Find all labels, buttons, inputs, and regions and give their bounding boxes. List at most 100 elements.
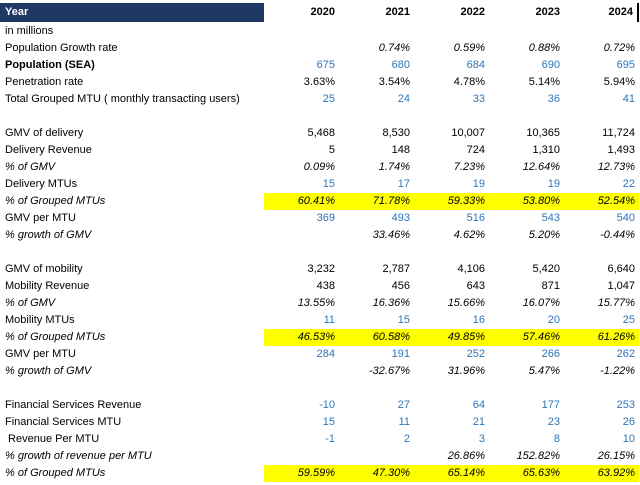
cell-value[interactable]: 543	[541, 212, 560, 224]
cell-value[interactable]: 152.82%	[516, 450, 560, 462]
cell-value[interactable]: -10	[319, 399, 335, 411]
cell-value[interactable]	[264, 227, 339, 244]
cell-value[interactable]: 8	[553, 433, 560, 445]
cell-value[interactable]: 5.47%	[528, 365, 560, 377]
row-label[interactable]: in millions	[5, 25, 54, 37]
cell-value[interactable]: 65.63%	[522, 467, 560, 479]
cell-value[interactable]: 19	[547, 178, 560, 190]
cell-value[interactable]: 369	[316, 212, 335, 224]
cell-value[interactable]: 8,530	[382, 127, 410, 139]
cell-value[interactable]	[264, 363, 339, 380]
cell-value[interactable]: 252	[466, 348, 485, 360]
year-column-2022[interactable]: 2022	[460, 6, 485, 18]
cell-value[interactable]: 36	[547, 93, 560, 105]
cell-value[interactable]	[264, 40, 339, 57]
cell-value[interactable]: 284	[316, 348, 335, 360]
row-label[interactable]: Total Grouped MTU ( monthly transacting …	[5, 93, 240, 105]
cell-value[interactable]: 27	[397, 399, 410, 411]
cell-value[interactable]: 33.46%	[372, 229, 410, 241]
cell-value[interactable]: 438	[316, 280, 335, 292]
cell-value[interactable]: 684	[466, 59, 485, 71]
cell-value[interactable]: 11	[323, 314, 335, 326]
cell-value[interactable]: 5.14%	[528, 76, 560, 88]
row-label[interactable]: % of GMV	[5, 297, 56, 309]
row-label[interactable]: Penetration rate	[5, 76, 84, 88]
cell-value[interactable]: 516	[466, 212, 485, 224]
cell-value[interactable]: 266	[541, 348, 560, 360]
cell-value[interactable]: 11	[398, 416, 410, 428]
cell-value[interactable]: 3	[478, 433, 485, 445]
cell-value[interactable]: 19	[472, 178, 485, 190]
cell-value[interactable]: 53.80%	[522, 195, 560, 207]
row-label[interactable]: % of Grouped MTUs	[5, 467, 106, 479]
cell-value[interactable]: 24	[397, 93, 410, 105]
cell-value[interactable]: 4.78%	[453, 76, 485, 88]
cell-value[interactable]: 20	[547, 314, 560, 326]
cell-value[interactable]: 13.55%	[297, 297, 335, 309]
cell-value[interactable]: 177	[541, 399, 560, 411]
cell-value[interactable]: 26.15%	[597, 450, 635, 462]
row-label[interactable]: % of Grouped MTUs	[5, 195, 106, 207]
cell-value[interactable]: 60.58%	[372, 331, 410, 343]
year-column-2023[interactable]: 2023	[535, 6, 560, 18]
cell-value[interactable]: 25	[622, 314, 635, 326]
cell-value[interactable]: -0.44%	[600, 229, 635, 241]
row-label[interactable]: GMV of delivery	[5, 127, 84, 139]
cell-value[interactable]: 15.77%	[597, 297, 635, 309]
cell-value[interactable]: 12.64%	[522, 161, 560, 173]
year-column-2024[interactable]: 2024	[564, 3, 639, 22]
cell-value[interactable]	[414, 23, 489, 40]
cell-value[interactable]: 41	[622, 93, 635, 105]
row-label[interactable]: Financial Services Revenue	[5, 399, 142, 411]
cell-value[interactable]: 0.59%	[453, 42, 485, 54]
cell-value[interactable]: 11,724	[602, 127, 635, 139]
row-label[interactable]: Mobility Revenue	[5, 280, 90, 292]
cell-value[interactable]: 191	[391, 348, 410, 360]
cell-value[interactable]: 643	[466, 280, 485, 292]
cell-value[interactable]: 16	[472, 314, 485, 326]
cell-value[interactable]: 2,787	[382, 263, 410, 275]
cell-value[interactable]	[339, 448, 414, 465]
cell-value[interactable]: 21	[472, 416, 485, 428]
cell-value[interactable]: 71.78%	[372, 195, 410, 207]
cell-value[interactable]: 1,310	[532, 144, 560, 156]
cell-value[interactable]: 57.46%	[522, 331, 560, 343]
cell-value[interactable]	[264, 23, 339, 40]
cell-value[interactable]: 3.54%	[378, 76, 410, 88]
cell-value[interactable]: 0.74%	[378, 42, 410, 54]
cell-value[interactable]: -1	[325, 433, 335, 445]
cell-value[interactable]: 871	[541, 280, 560, 292]
row-label[interactable]: % growth of revenue per MTU	[5, 450, 152, 462]
cell-value[interactable]: 3.63%	[303, 76, 335, 88]
cell-value[interactable]: 724	[466, 144, 485, 156]
cell-value[interactable]: 493	[391, 212, 410, 224]
cell-value[interactable]: 6,640	[607, 263, 635, 275]
cell-value[interactable]: 540	[616, 212, 635, 224]
row-label[interactable]: GMV of mobility	[5, 263, 83, 275]
row-label[interactable]: GMV per MTU	[5, 348, 76, 360]
cell-value[interactable]: 15	[397, 314, 410, 326]
cell-value[interactable]	[564, 23, 639, 40]
cell-value[interactable]: 3,232	[307, 263, 335, 275]
cell-value[interactable]: 64	[472, 399, 485, 411]
cell-value[interactable]: -1.22%	[600, 365, 635, 377]
cell-value[interactable]	[264, 448, 339, 465]
row-label[interactable]: % growth of GMV	[5, 229, 92, 241]
cell-value[interactable]: 65.14%	[447, 467, 485, 479]
cell-value[interactable]: 25	[322, 93, 335, 105]
cell-value[interactable]: 10	[622, 433, 635, 445]
row-label[interactable]: Delivery MTUs	[5, 178, 78, 190]
cell-value[interactable]: 262	[616, 348, 635, 360]
cell-value[interactable]: 49.85%	[447, 331, 485, 343]
row-label[interactable]: % of GMV	[5, 161, 56, 173]
row-label[interactable]: Population (SEA)	[5, 59, 95, 71]
cell-value[interactable]: 23	[547, 416, 560, 428]
cell-value[interactable]: 31.96%	[447, 365, 485, 377]
cell-value[interactable]: 59.33%	[447, 195, 485, 207]
row-label[interactable]: Population Growth rate	[5, 42, 118, 54]
cell-value[interactable]: 5,468	[307, 127, 335, 139]
row-label[interactable]: % of Grouped MTUs	[5, 331, 106, 343]
row-label[interactable]: % growth of GMV	[5, 365, 92, 377]
row-label[interactable]: Delivery Revenue	[5, 144, 92, 156]
row-label[interactable]: Revenue Per MTU	[5, 433, 100, 445]
